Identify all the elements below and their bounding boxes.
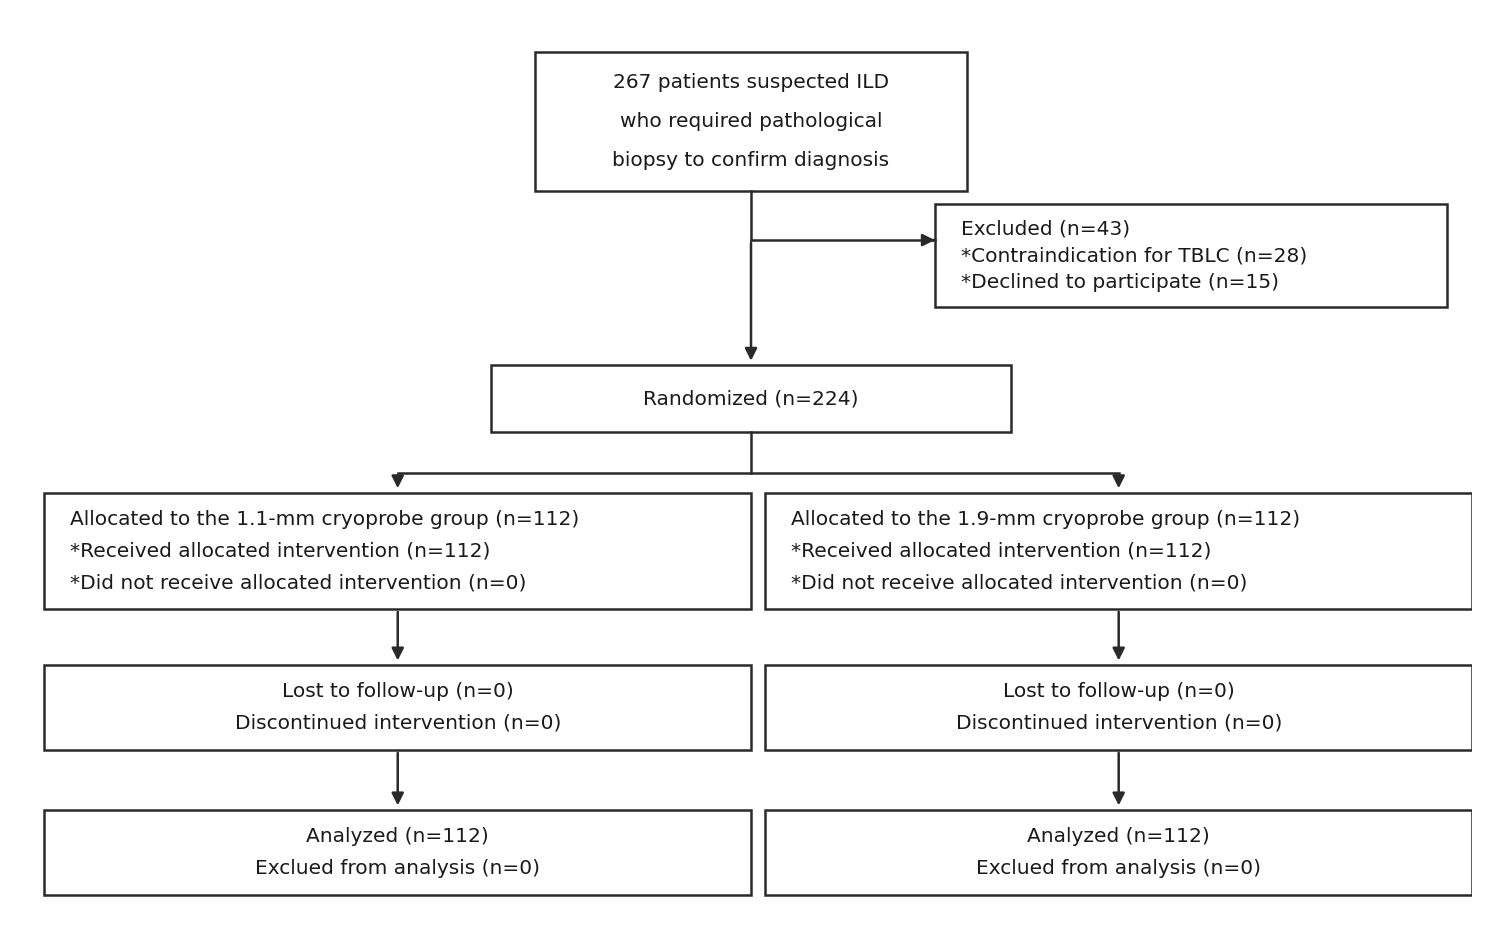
FancyBboxPatch shape (766, 810, 1472, 895)
Text: *Did not receive allocated intervention (n=0): *Did not receive allocated intervention … (792, 573, 1248, 592)
Text: Discontinued intervention (n=0): Discontinued intervention (n=0) (234, 714, 560, 733)
Text: Excluded (n=43): Excluded (n=43) (961, 219, 1130, 238)
Text: *Declined to participate (n=15): *Declined to participate (n=15) (961, 273, 1278, 293)
Text: Analyzed (n=112): Analyzed (n=112) (306, 827, 490, 846)
Text: biopsy to confirm diagnosis: biopsy to confirm diagnosis (613, 151, 889, 171)
Text: Randomized (n=224): Randomized (n=224) (643, 390, 859, 408)
Text: Discontinued intervention (n=0): Discontinued intervention (n=0) (955, 714, 1281, 733)
Text: Analyzed (n=112): Analyzed (n=112) (1027, 827, 1211, 846)
Text: *Received allocated intervention (n=112): *Received allocated intervention (n=112) (71, 541, 491, 560)
Text: Allocated to the 1.1-mm cryoprobe group (n=112): Allocated to the 1.1-mm cryoprobe group … (71, 510, 580, 528)
Text: *Contraindication for TBLC (n=28): *Contraindication for TBLC (n=28) (961, 246, 1307, 266)
FancyBboxPatch shape (491, 365, 1011, 432)
Text: Exclued from analysis (n=0): Exclued from analysis (n=0) (976, 859, 1262, 878)
Text: *Did not receive allocated intervention (n=0): *Did not receive allocated intervention … (71, 573, 527, 592)
Text: Lost to follow-up (n=0): Lost to follow-up (n=0) (1003, 682, 1235, 701)
Text: Allocated to the 1.9-mm cryoprobe group (n=112): Allocated to the 1.9-mm cryoprobe group … (792, 510, 1301, 528)
FancyBboxPatch shape (45, 493, 751, 610)
FancyBboxPatch shape (766, 665, 1472, 750)
FancyBboxPatch shape (45, 810, 751, 895)
FancyBboxPatch shape (766, 493, 1472, 610)
Text: who required pathological: who required pathological (620, 112, 882, 131)
Text: Lost to follow-up (n=0): Lost to follow-up (n=0) (282, 682, 514, 701)
FancyBboxPatch shape (45, 665, 751, 750)
FancyBboxPatch shape (934, 204, 1446, 308)
Text: Exclued from analysis (n=0): Exclued from analysis (n=0) (255, 859, 541, 878)
Text: *Received allocated intervention (n=112): *Received allocated intervention (n=112) (792, 541, 1212, 560)
FancyBboxPatch shape (535, 52, 967, 191)
Text: 267 patients suspected ILD: 267 patients suspected ILD (613, 73, 889, 92)
